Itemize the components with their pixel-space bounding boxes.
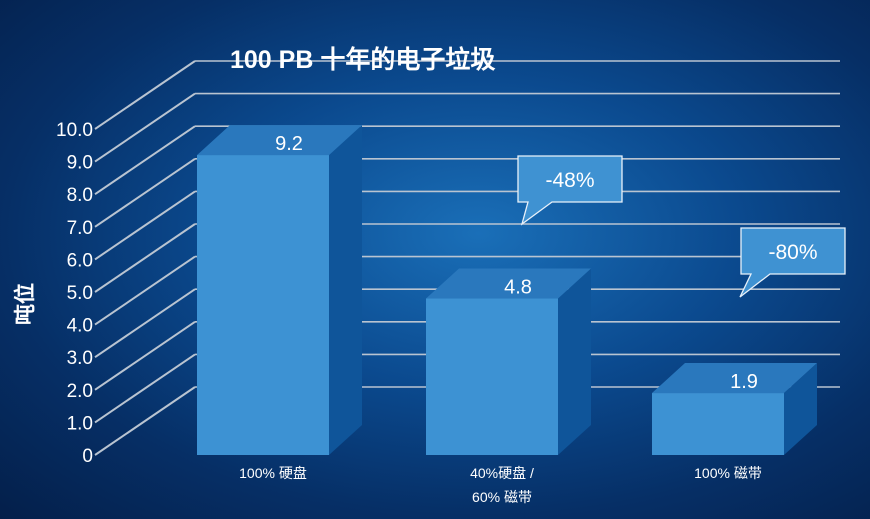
grid-diagonal — [94, 353, 196, 424]
callout-bubble — [739, 227, 846, 298]
x-tick-label: 40%硬盘 / — [470, 465, 534, 481]
y-tick-label: 9.0 — [67, 153, 93, 174]
bar-side — [329, 125, 362, 455]
bar — [426, 298, 558, 455]
grid-diagonal — [94, 190, 196, 261]
floor-diagonal — [94, 386, 196, 456]
grid-diagonal — [94, 60, 196, 130]
y-tick-label: 1.0 — [67, 413, 93, 434]
chart-title: 100 PB 十年的电子垃圾 — [230, 46, 496, 74]
data-label: 4.8 — [504, 277, 532, 299]
y-tick-label: 0 — [82, 446, 93, 467]
y-tick-label: 8.0 — [67, 185, 93, 206]
y-axis-label: 吨位 — [14, 283, 37, 325]
grid-diagonal — [94, 255, 196, 326]
callout-bubble — [517, 155, 623, 226]
bar-top — [197, 125, 362, 156]
bar-top — [652, 363, 817, 394]
bar-side — [784, 363, 817, 455]
y-tick-label: 4.0 — [67, 316, 93, 337]
y-tick-label: 3.0 — [67, 348, 93, 369]
grid-diagonal — [94, 320, 196, 391]
bar-top — [426, 268, 591, 299]
grid-diagonal — [94, 288, 196, 359]
grid-diagonal — [94, 223, 196, 293]
y-tick-label: 10.0 — [56, 120, 93, 141]
x-tick-label: 100% 硬盘 — [239, 465, 307, 481]
bar — [197, 155, 329, 455]
y-tick-label: 7.0 — [67, 218, 93, 239]
y-tick-label: 6.0 — [67, 250, 93, 271]
callout-label: -80% — [768, 241, 817, 264]
bar — [652, 393, 784, 455]
grid-diagonal — [94, 157, 196, 228]
data-label: 1.9 — [730, 371, 758, 393]
grid-diagonal — [94, 92, 196, 163]
grid-diagonal — [94, 125, 196, 196]
x-tick-label: 100% 磁带 — [694, 465, 762, 481]
bar-side — [558, 268, 591, 455]
data-label: 9.2 — [275, 133, 303, 155]
x-tick-label: 60% 磁带 — [472, 489, 532, 505]
callout-label: -48% — [545, 169, 594, 192]
y-tick-label: 5.0 — [67, 283, 93, 304]
y-tick-label: 2.0 — [67, 381, 93, 402]
